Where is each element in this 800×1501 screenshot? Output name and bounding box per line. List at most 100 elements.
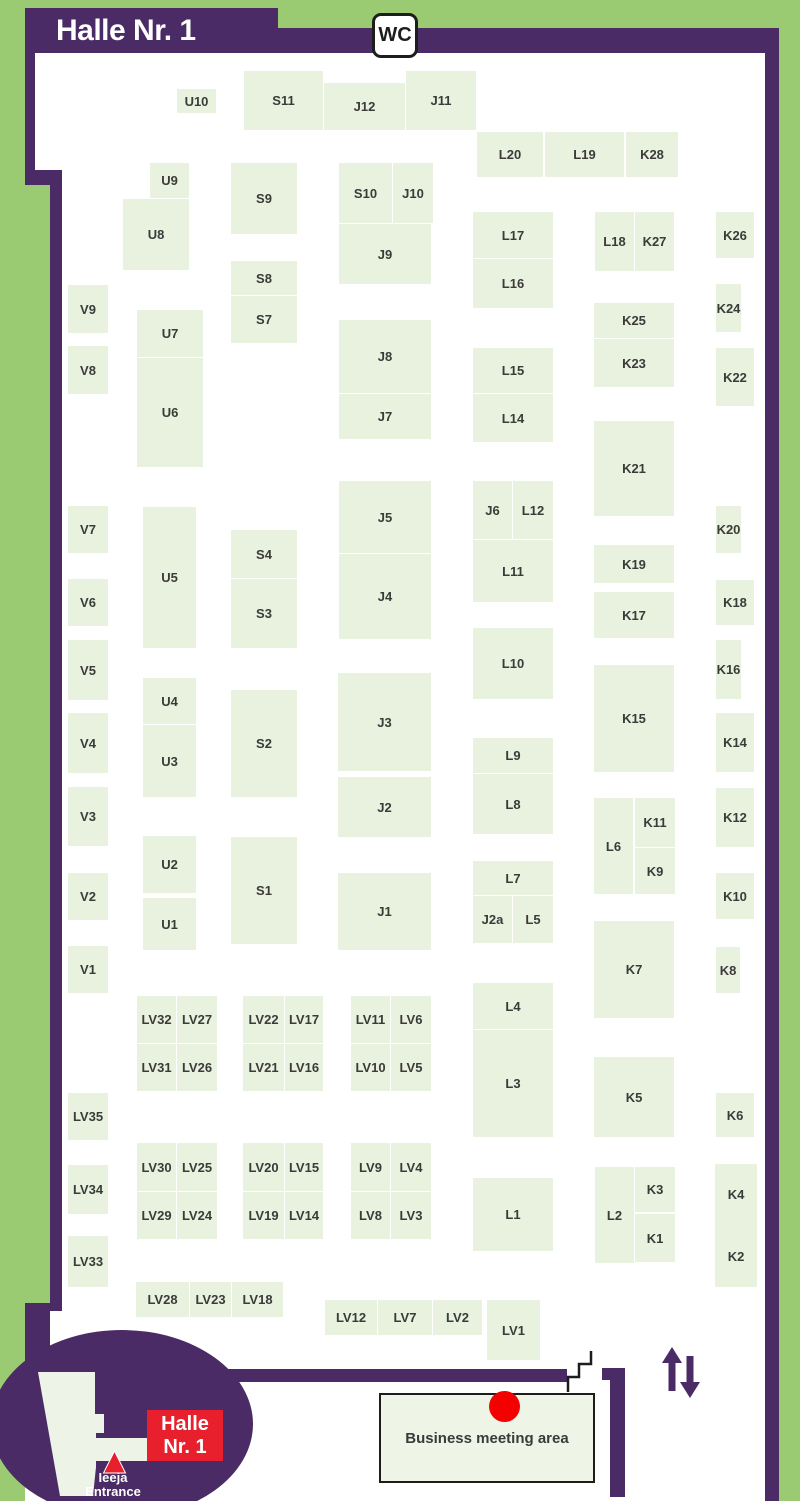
booth-s4: S4 — [231, 530, 297, 578]
booth-label: J12 — [353, 99, 376, 114]
booth-label: LV31 — [141, 1060, 172, 1075]
booth-k5: K5 — [594, 1057, 674, 1137]
booth-l16: L16 — [473, 259, 553, 308]
booth-label: LV10 — [355, 1060, 386, 1075]
booth-k12: K12 — [716, 788, 754, 847]
booth-label: K27 — [642, 234, 667, 249]
booth-l5: L5 — [513, 896, 553, 943]
booth-k8: K8 — [716, 947, 740, 993]
booth-label: LV34 — [72, 1182, 104, 1197]
booth-label: K5 — [625, 1089, 643, 1105]
booth-lv8: LV8 — [351, 1192, 390, 1239]
entrance-caption-line1: Ieeja — [98, 1470, 128, 1485]
booth-label: L4 — [505, 998, 521, 1014]
booth-label: K9 — [646, 863, 664, 879]
booth-label: V3 — [80, 809, 96, 824]
booth-label: J6 — [485, 502, 500, 518]
booth-j5: J5 — [339, 481, 431, 553]
booth-label: L17 — [501, 227, 525, 243]
booth-l18: L18 — [595, 212, 634, 271]
booth-label: K8 — [719, 962, 737, 978]
booth-s1: S1 — [231, 837, 297, 944]
booth-j2: J2 — [338, 777, 431, 837]
hall-title-banner: Halle Nr. 1 — [25, 8, 278, 53]
booth-s3: S3 — [231, 579, 297, 648]
booth-j1: J1 — [338, 873, 431, 950]
booth-l6: L6 — [594, 798, 633, 894]
booth-j2a: J2a — [473, 896, 512, 943]
hall-badge-line1: Halle — [161, 1412, 209, 1435]
booth-label: LV32 — [141, 1012, 172, 1027]
booth-lv3: LV3 — [391, 1192, 431, 1239]
booth-u5: U5 — [143, 507, 196, 648]
booth-label: K17 — [622, 607, 646, 623]
booth-label: LV15 — [288, 1159, 320, 1175]
booth-label: L3 — [505, 1076, 521, 1091]
booth-label: L14 — [501, 410, 525, 426]
booth-k19: K19 — [594, 545, 674, 583]
booth-label: LV25 — [181, 1159, 213, 1175]
booth-label: L2 — [606, 1207, 623, 1223]
booth-label: U7 — [161, 326, 179, 341]
booth-label: LV17 — [288, 1012, 320, 1027]
business-meeting-area: Business meeting area — [379, 1393, 595, 1483]
booth-label: LV24 — [181, 1208, 213, 1223]
booth-label: K20 — [716, 522, 741, 537]
hall-wall-bottom — [200, 1369, 567, 1382]
booth-j7: J7 — [339, 394, 431, 439]
booth-label: LV21 — [248, 1060, 279, 1075]
hall-number-badge: Halle Nr. 1 — [147, 1410, 223, 1461]
booth-label: LV5 — [399, 1060, 423, 1075]
booth-lv7: LV7 — [378, 1300, 432, 1335]
booth-label: K18 — [723, 595, 747, 610]
booth-lv29: LV29 — [137, 1192, 176, 1239]
booth-l19: L19 — [545, 132, 624, 177]
booth-label: K7 — [625, 962, 643, 977]
booth-lv1: LV1 — [487, 1300, 540, 1360]
booth-lv22: LV22 — [243, 996, 284, 1043]
booth-l14: L14 — [473, 394, 553, 442]
booth-j10: J10 — [393, 163, 433, 223]
booth-label: LV30 — [141, 1159, 172, 1175]
booth-v7: V7 — [68, 506, 108, 553]
booth-label: K22 — [723, 369, 747, 385]
booth-label: J8 — [377, 349, 393, 364]
booth-label: V7 — [80, 522, 96, 537]
booth-label: K26 — [723, 227, 747, 243]
booth-label: U9 — [161, 173, 178, 188]
booth-label: V1 — [80, 962, 96, 977]
booth-lv18: LV18 — [232, 1282, 283, 1317]
booth-u10: U10 — [177, 89, 216, 113]
booth-l4: L4 — [473, 983, 553, 1029]
entrance-caption: Ieeja Entrance — [73, 1471, 153, 1499]
booth-lv25: LV25 — [177, 1143, 217, 1191]
booth-label: K19 — [622, 556, 646, 572]
booth-lv2: LV2 — [433, 1300, 482, 1335]
booth-j6: J6 — [473, 481, 512, 539]
booth-label: S3 — [256, 606, 272, 621]
booth-label: J3 — [377, 714, 392, 730]
booth-label: K6 — [726, 1107, 744, 1123]
booth-label: LV14 — [288, 1208, 320, 1223]
booth-lv4: LV4 — [391, 1143, 431, 1191]
booth-label: LV1 — [502, 1322, 525, 1338]
booth-lv19: LV19 — [243, 1192, 284, 1239]
hall-wall-left-upper — [25, 48, 35, 172]
booth-l8: L8 — [473, 774, 553, 834]
booth-label: S8 — [256, 270, 272, 286]
background-margin-left-wide — [25, 185, 50, 1306]
booth-lv16: LV16 — [285, 1044, 323, 1091]
booth-v2: V2 — [68, 873, 108, 920]
booth-label: J5 — [377, 509, 393, 525]
wc-sign-icon: WC — [372, 13, 418, 58]
booth-label: V5 — [80, 662, 96, 678]
booth-l11: L11 — [473, 540, 553, 602]
booth-lv10: LV10 — [351, 1044, 390, 1091]
booth-label: V2 — [80, 889, 96, 904]
booth-label: V8 — [80, 362, 96, 378]
booth-label: S10 — [353, 185, 378, 201]
booth-l1: L1 — [473, 1178, 553, 1251]
booth-label: L7 — [505, 870, 521, 886]
booth-label: K23 — [622, 355, 646, 371]
booth-k14: K14 — [716, 713, 754, 772]
